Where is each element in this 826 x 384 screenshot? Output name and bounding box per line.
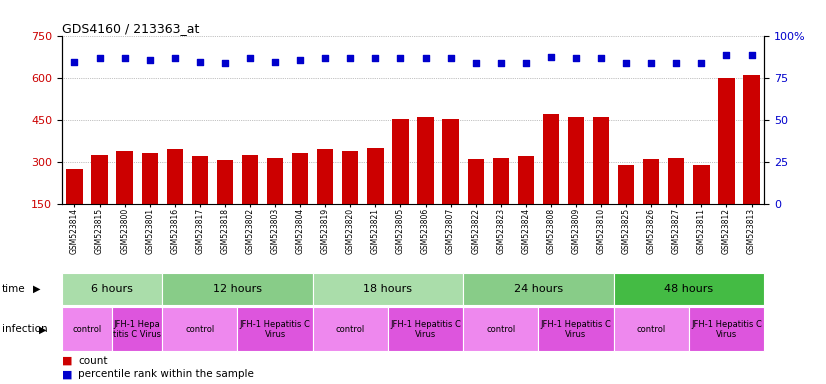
Point xyxy=(268,58,282,65)
Text: control: control xyxy=(73,325,102,334)
Text: JFH-1 Hepatitis C
Virus: JFH-1 Hepatitis C Virus xyxy=(691,319,762,339)
Text: control: control xyxy=(335,325,365,334)
Point xyxy=(620,60,633,66)
Bar xyxy=(267,157,283,245)
Bar xyxy=(668,157,685,245)
Point xyxy=(644,60,657,66)
Point xyxy=(169,55,182,61)
Point xyxy=(444,55,458,61)
Bar xyxy=(162,273,313,305)
Bar xyxy=(313,307,388,351)
Point xyxy=(394,55,407,61)
Bar xyxy=(463,273,614,305)
Text: 24 hours: 24 hours xyxy=(514,284,563,294)
Text: ▶: ▶ xyxy=(33,284,40,294)
Text: 6 hours: 6 hours xyxy=(91,284,133,294)
Bar xyxy=(618,164,634,245)
Bar xyxy=(242,155,259,245)
Bar xyxy=(238,307,313,351)
Text: infection: infection xyxy=(2,324,47,334)
Bar xyxy=(567,117,584,245)
Bar xyxy=(292,153,308,245)
Point xyxy=(368,55,382,61)
Bar xyxy=(313,273,463,305)
Point xyxy=(118,55,131,61)
Text: control: control xyxy=(487,325,515,334)
Bar xyxy=(643,159,659,245)
Bar xyxy=(388,307,463,351)
Point xyxy=(193,58,206,65)
Text: GDS4160 / 213363_at: GDS4160 / 213363_at xyxy=(62,22,199,35)
Point xyxy=(143,57,156,63)
Bar xyxy=(216,161,233,245)
Point xyxy=(419,55,432,61)
Text: control: control xyxy=(637,325,666,334)
Bar xyxy=(443,119,458,245)
Bar xyxy=(66,169,83,245)
Point xyxy=(319,55,332,61)
Text: 18 hours: 18 hours xyxy=(363,284,412,294)
Point xyxy=(695,60,708,66)
Bar xyxy=(368,148,383,245)
Bar xyxy=(543,114,559,245)
Bar xyxy=(112,307,162,351)
Point xyxy=(68,58,81,65)
Text: ■: ■ xyxy=(62,356,73,366)
Bar xyxy=(614,307,689,351)
Text: 12 hours: 12 hours xyxy=(213,284,262,294)
Bar xyxy=(593,117,610,245)
Bar xyxy=(192,156,208,245)
Point xyxy=(520,60,533,66)
Text: time: time xyxy=(2,284,26,294)
Point xyxy=(544,53,558,60)
Bar xyxy=(92,155,107,245)
Bar xyxy=(342,151,358,245)
Bar xyxy=(518,156,534,245)
Bar xyxy=(317,149,334,245)
Bar xyxy=(468,159,484,245)
Bar xyxy=(167,149,183,245)
Text: ■: ■ xyxy=(62,369,73,379)
Text: percentile rank within the sample: percentile rank within the sample xyxy=(78,369,254,379)
Point xyxy=(93,55,107,61)
Bar xyxy=(539,307,614,351)
Bar xyxy=(116,151,133,245)
Text: JFH-1 Hepatitis C
Virus: JFH-1 Hepatitis C Virus xyxy=(390,319,461,339)
Point xyxy=(344,55,357,61)
Bar xyxy=(62,307,112,351)
Bar xyxy=(463,307,539,351)
Bar xyxy=(417,117,434,245)
Bar xyxy=(719,78,734,245)
Point xyxy=(494,60,507,66)
Bar xyxy=(62,273,162,305)
Text: control: control xyxy=(185,325,215,334)
Bar xyxy=(743,76,760,245)
Text: 48 hours: 48 hours xyxy=(664,284,714,294)
Point xyxy=(670,60,683,66)
Point xyxy=(218,60,231,66)
Bar xyxy=(614,273,764,305)
Text: JFH-1 Hepatitis C
Virus: JFH-1 Hepatitis C Virus xyxy=(540,319,611,339)
Point xyxy=(293,57,306,63)
Point xyxy=(569,55,582,61)
Point xyxy=(595,55,608,61)
Bar xyxy=(162,307,238,351)
Point xyxy=(745,52,758,58)
Bar xyxy=(689,307,764,351)
Text: count: count xyxy=(78,356,108,366)
Text: JFH-1 Hepatitis C
Virus: JFH-1 Hepatitis C Virus xyxy=(240,319,311,339)
Point xyxy=(719,52,733,58)
Bar xyxy=(392,119,409,245)
Point xyxy=(469,60,482,66)
Bar xyxy=(141,153,158,245)
Bar xyxy=(693,164,710,245)
Text: JFH-1 Hepa
titis C Virus: JFH-1 Hepa titis C Virus xyxy=(113,319,161,339)
Bar xyxy=(492,157,509,245)
Text: ▶: ▶ xyxy=(39,324,46,334)
Point xyxy=(244,55,257,61)
